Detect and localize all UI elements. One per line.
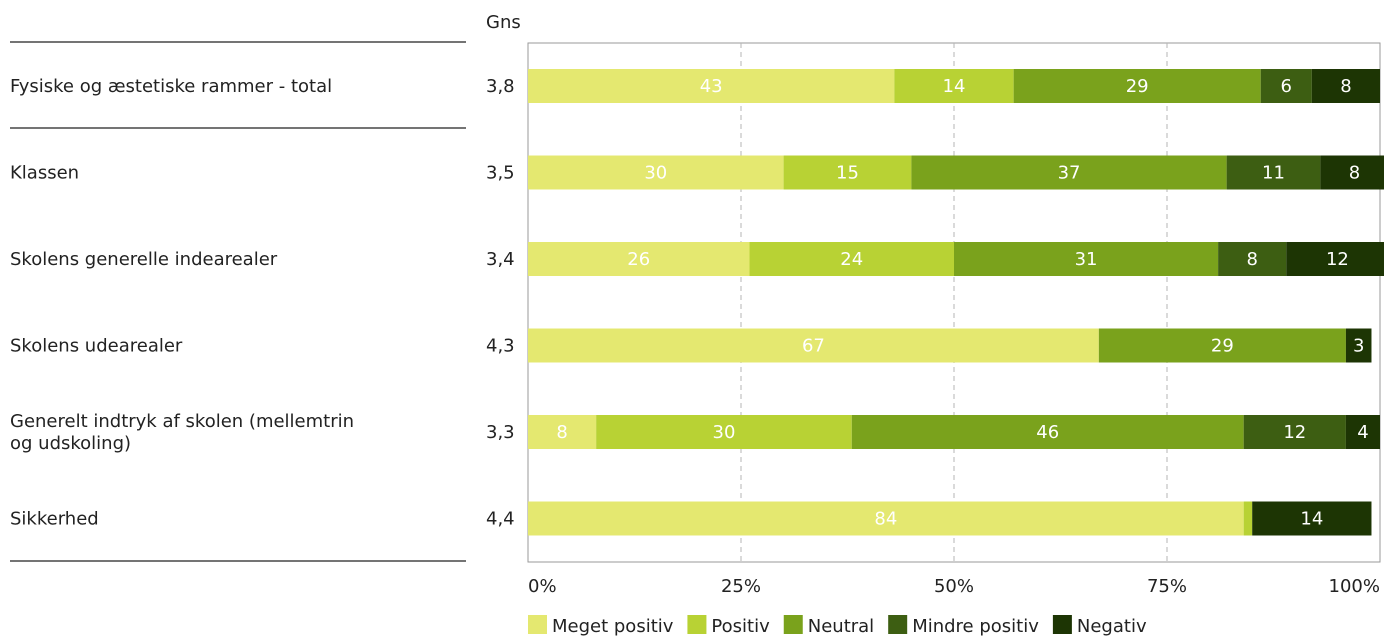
legend-swatch <box>888 615 908 634</box>
bar-segment <box>911 155 1227 190</box>
bar-segment <box>1013 69 1261 103</box>
category-labels: Fysiske og æstetiske rammer - total Klass… <box>10 76 354 530</box>
x-axis-ticks: 0% 25% 50% 75% 100% <box>528 576 1380 597</box>
bar-segment <box>894 69 1014 103</box>
legend-label: Negativ <box>1077 616 1147 636</box>
bar-segment <box>596 415 852 449</box>
bar-segment <box>1243 501 1253 536</box>
bar-segment <box>1218 242 1287 276</box>
bar-value-label: 26 <box>627 249 650 270</box>
bar-value-label: 12 <box>1283 422 1306 443</box>
bar-value-label: 8 <box>1246 249 1257 270</box>
bar-segment <box>1320 155 1384 190</box>
bar-value-label: 8 <box>1340 76 1351 97</box>
average-value: 3,4 <box>486 249 515 270</box>
bar-value-label: 29 <box>1126 76 1149 97</box>
average-column-header: Gns <box>486 12 521 33</box>
legend-label: Meget positiv <box>552 616 674 636</box>
category-label: Generelt indtryk af skolen (mellemtrin og… <box>10 411 354 454</box>
bar-value-label: 4 <box>1357 422 1368 443</box>
bar-segment <box>1286 242 1384 276</box>
bar-segment <box>528 155 784 190</box>
average-value: 3,3 <box>486 422 515 443</box>
bar-value-label: 3 <box>1353 336 1364 357</box>
category-label: Sikkerhed <box>10 509 99 530</box>
legend-swatch <box>528 615 547 634</box>
x-tick-label: 100% <box>1329 576 1380 597</box>
category-label: Skolens udearealer <box>10 336 183 357</box>
bar-value-label: 8 <box>556 422 567 443</box>
bars: 43 14 29 6 8 30 15 37 11 8 26 24 31 8 12 67 29 3 8 30 46 12 4 8… <box>528 69 1384 536</box>
category-label: Skolens generelle indearealer <box>10 249 278 270</box>
average-value: 3,8 <box>486 76 515 97</box>
average-value: 4,3 <box>486 336 515 357</box>
bar-value-label: 67 <box>802 336 825 357</box>
bar-value-label: 31 <box>1075 249 1098 270</box>
bar-segment <box>528 69 895 103</box>
bar-value-label: 46 <box>1036 422 1059 443</box>
category-label: Klassen <box>10 163 79 184</box>
bar-segment <box>528 415 597 449</box>
legend-swatch <box>687 615 707 634</box>
legend-label: Mindre positiv <box>912 616 1039 636</box>
legend-label: Neutral <box>808 616 874 636</box>
x-tick-label: 50% <box>934 576 974 597</box>
bar-segment <box>1243 415 1346 449</box>
bar-segment <box>1345 328 1372 363</box>
legend-item: Negativ <box>1052 615 1147 636</box>
bar-segment <box>783 155 912 190</box>
bar-segment <box>1311 69 1380 103</box>
gridlines <box>527 42 1381 563</box>
legend-label: Positiv <box>711 616 770 636</box>
average-values: 3,8 3,5 3,4 4,3 3,3 4,4 <box>486 76 515 530</box>
bar-value-label: 24 <box>840 249 863 270</box>
x-tick-label: 25% <box>721 576 761 597</box>
legend-item: Meget positiv <box>528 615 674 636</box>
bar-value-label: 15 <box>836 163 859 184</box>
legend-item: Positiv <box>687 615 770 636</box>
bar-segment <box>528 501 1244 536</box>
x-tick-label: 0% <box>528 576 557 597</box>
x-tick-label: 75% <box>1147 576 1187 597</box>
bar-value-label: 37 <box>1058 163 1081 184</box>
bar-segment <box>1252 501 1372 536</box>
bar-value-label: 11 <box>1262 163 1285 184</box>
bar-segment <box>851 415 1244 449</box>
average-value: 3,5 <box>486 163 515 184</box>
legend-swatch <box>1052 615 1072 634</box>
bar-segment <box>1226 155 1321 190</box>
bar-segment <box>528 328 1099 363</box>
bar-segment <box>528 242 750 276</box>
bar-value-label: 12 <box>1326 249 1349 270</box>
legend: Meget positiv Positiv Neutral Mindre positi… <box>528 615 1147 636</box>
bar-segment <box>1345 415 1380 449</box>
bar-value-label: 14 <box>943 76 966 97</box>
legend-item: Neutral <box>783 615 874 636</box>
bar-value-label: 30 <box>713 422 736 443</box>
bar-value-label: 84 <box>874 509 897 530</box>
bar-value-label: 8 <box>1349 163 1360 184</box>
bar-value-label: 30 <box>644 163 667 184</box>
category-label: Fysiske og æstetiske rammer - total <box>10 76 332 97</box>
bar-segment <box>749 242 954 276</box>
category-separator-lines <box>10 41 466 562</box>
bar-segment <box>954 242 1219 276</box>
bar-value-label: 29 <box>1211 336 1234 357</box>
legend-item: Mindre positiv <box>888 615 1039 636</box>
bar-value-label: 14 <box>1300 509 1323 530</box>
bar-segment <box>1260 69 1312 103</box>
legend-swatch <box>783 615 803 634</box>
bar-segment <box>1098 328 1346 363</box>
bar-value-label: 43 <box>700 76 723 97</box>
average-value: 4,4 <box>486 509 515 530</box>
bar-value-label: 6 <box>1281 76 1292 97</box>
